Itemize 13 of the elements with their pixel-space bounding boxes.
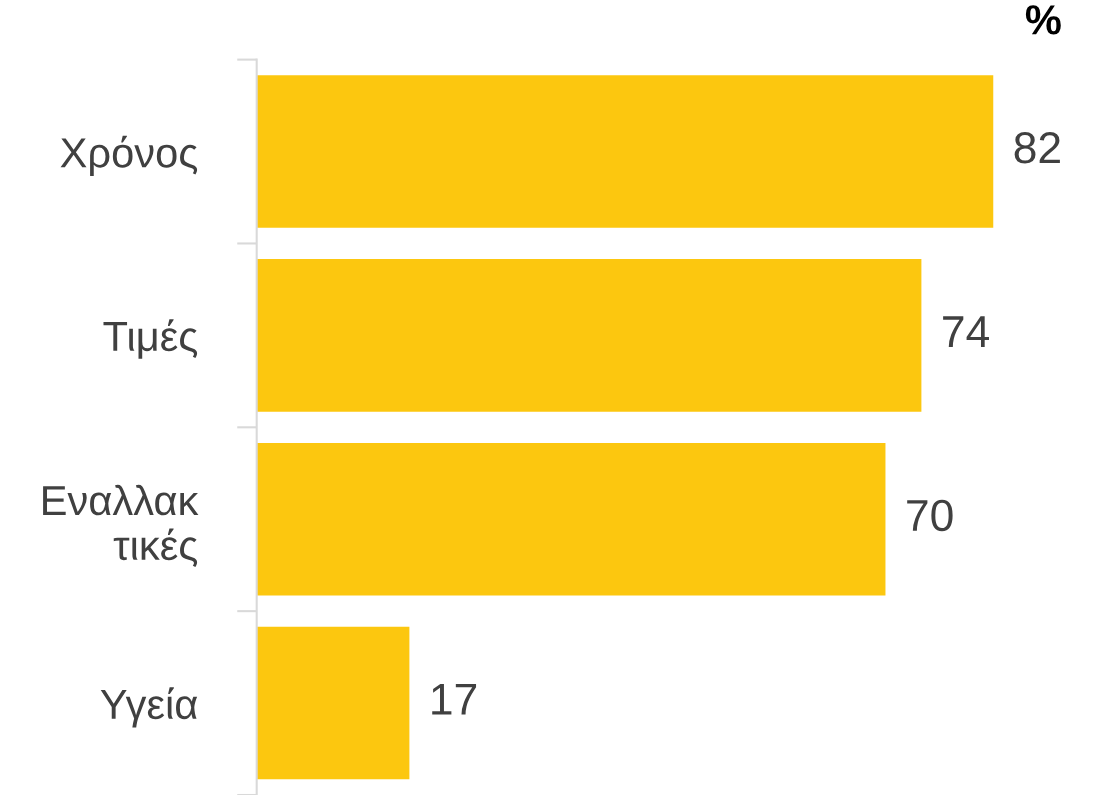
bar xyxy=(256,442,886,596)
data-label: 70 xyxy=(907,499,953,532)
data-label: 82 xyxy=(1014,132,1060,164)
data-label: 17 xyxy=(432,683,477,715)
y-tick-label: Τιμές xyxy=(103,319,198,359)
y-tick-label: Εναλλακ τικές xyxy=(43,484,199,567)
bar xyxy=(256,259,922,412)
text: % xyxy=(1025,5,1061,35)
data-label: 74 xyxy=(943,316,989,347)
bar xyxy=(256,626,410,780)
bar xyxy=(256,75,994,228)
y-tick-label: Υγεία xyxy=(100,687,198,728)
y-tick-label: Χρόνος xyxy=(60,135,198,176)
